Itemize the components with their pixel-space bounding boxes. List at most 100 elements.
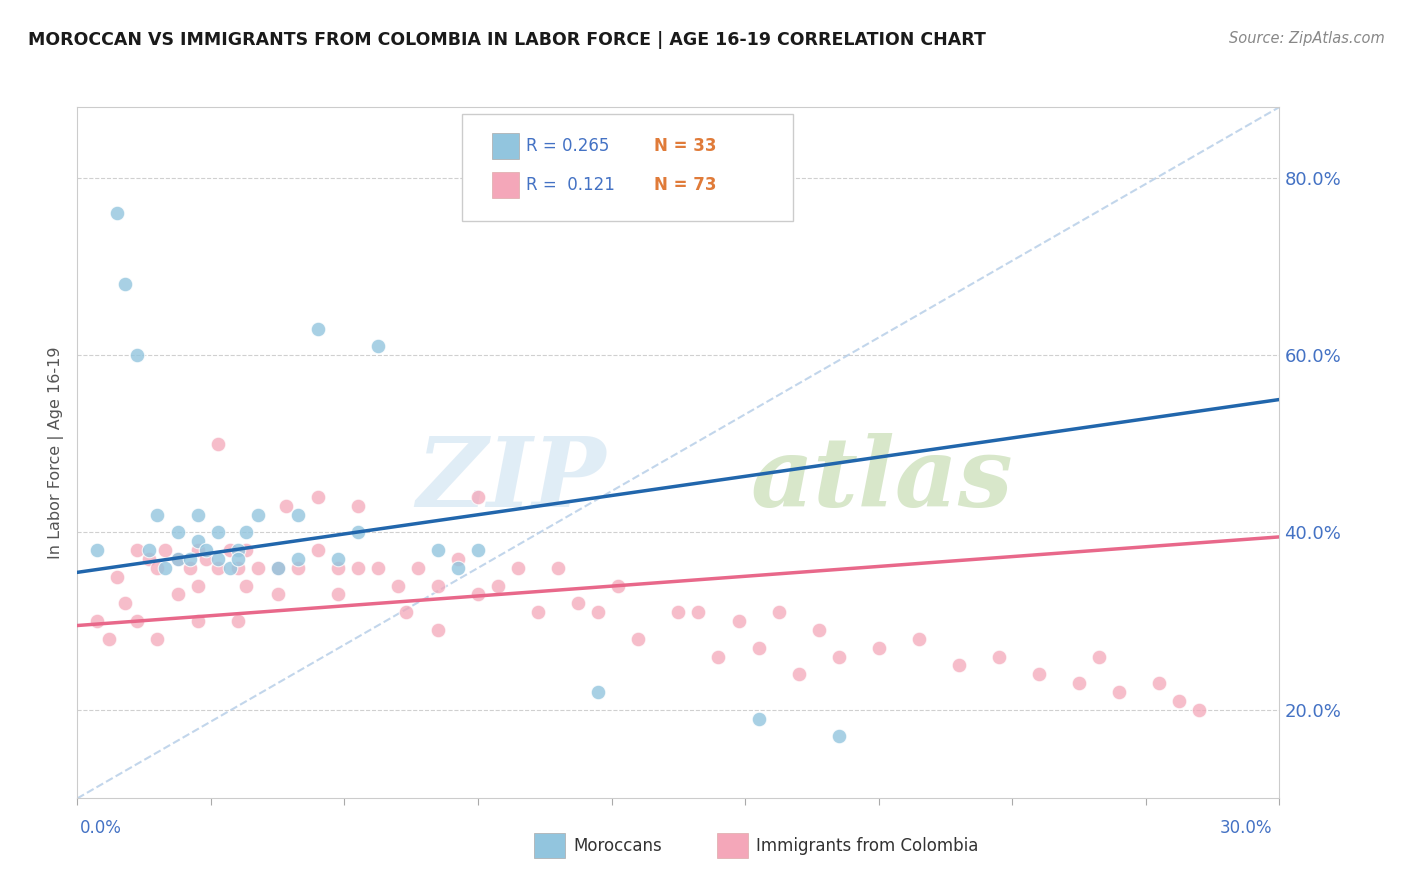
Point [307,543,329,558]
Point [86,614,108,628]
Point [427,623,450,637]
Point [447,552,470,566]
Point [447,561,470,575]
Point [246,508,269,522]
Point [1028,667,1050,681]
FancyBboxPatch shape [463,114,793,221]
Point [226,614,249,628]
Point [367,339,389,353]
Point [226,543,249,558]
Point [107,206,129,220]
Point [179,561,201,575]
Point [235,579,257,593]
Point [246,561,269,575]
Y-axis label: In Labor Force | Age 16-19: In Labor Force | Age 16-19 [48,346,65,559]
Point [287,552,309,566]
Point [427,543,450,558]
Bar [492,172,519,198]
Point [146,508,169,522]
Point [114,596,136,610]
Point [127,543,149,558]
Point [307,490,329,504]
Point [166,552,188,566]
Text: MOROCCAN VS IMMIGRANTS FROM COLOMBIA IN LABOR FORCE | AGE 16-19 CORRELATION CHAR: MOROCCAN VS IMMIGRANTS FROM COLOMBIA IN … [28,31,986,49]
Point [427,579,450,593]
Point [307,321,329,335]
Text: Source: ZipAtlas.com: Source: ZipAtlas.com [1229,31,1385,46]
Point [347,561,370,575]
Point [347,525,370,540]
Point [207,437,229,451]
Point [98,632,121,646]
Point [138,552,160,566]
Point [688,605,710,619]
Point [267,561,290,575]
Point [207,552,229,566]
Point [194,543,217,558]
Point [1188,703,1211,717]
Point [508,561,530,575]
Point [235,543,257,558]
Point [908,632,931,646]
Point [146,632,169,646]
Point [367,561,389,575]
Text: 30.0%: 30.0% [1220,819,1272,837]
Point [467,587,489,601]
Text: N = 33: N = 33 [654,136,717,154]
Point [607,579,630,593]
Point [107,570,129,584]
Point [166,552,188,566]
Point [588,685,610,699]
Point [274,499,297,513]
Point [547,561,569,575]
Point [1088,649,1111,664]
Point [127,614,149,628]
Point [326,587,349,601]
Point [567,596,589,610]
Point [326,561,349,575]
Point [287,561,309,575]
Text: N = 73: N = 73 [654,176,717,194]
Point [627,632,650,646]
Point [588,605,610,619]
Point [707,649,730,664]
Text: Moroccans: Moroccans [574,837,662,855]
Point [187,543,209,558]
Point [226,561,249,575]
Point [166,525,188,540]
Point [179,552,201,566]
Point [187,508,209,522]
Point [748,712,770,726]
Point [155,543,177,558]
Point [948,658,970,673]
Point [207,525,229,540]
Point [768,605,790,619]
Point [127,348,149,362]
Point [387,579,409,593]
Point [187,534,209,549]
Point [187,614,209,628]
Point [138,543,160,558]
Point [207,561,229,575]
Point [155,561,177,575]
Point [226,552,249,566]
Point [194,552,217,566]
Point [668,605,690,619]
Text: Immigrants from Colombia: Immigrants from Colombia [756,837,979,855]
Point [527,605,550,619]
Point [166,587,188,601]
Point [1069,676,1091,690]
Text: 0.0%: 0.0% [80,819,122,837]
Point [395,605,418,619]
Point [486,579,509,593]
Point [267,587,290,601]
Point [467,543,489,558]
Point [406,561,429,575]
Point [218,543,240,558]
Bar [492,133,519,159]
Point [287,508,309,522]
Point [267,561,290,575]
Point [146,561,169,575]
Point [187,579,209,593]
Point [1108,685,1130,699]
